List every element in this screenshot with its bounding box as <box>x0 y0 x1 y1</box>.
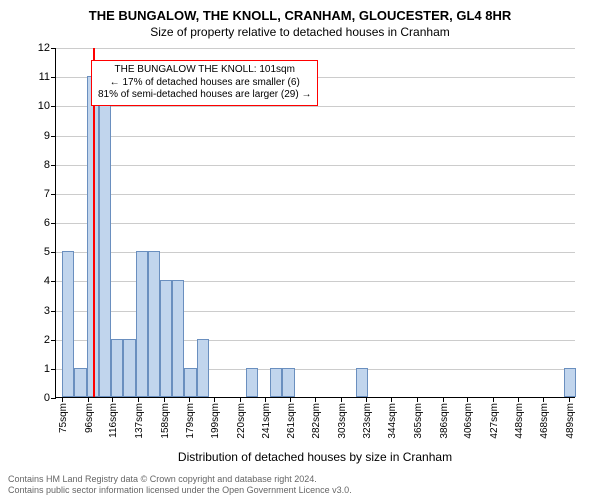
histogram-bar <box>99 105 111 397</box>
gridline-h <box>56 281 575 282</box>
chart-title: THE BUNGALOW, THE KNOLL, CRANHAM, GLOUCE… <box>0 0 600 23</box>
y-tick-label: 9 <box>26 130 56 142</box>
x-tick-label: 241sqm <box>261 397 272 439</box>
gridline-h <box>56 252 575 253</box>
y-tick-label: 8 <box>26 159 56 171</box>
x-tick-label: 261sqm <box>286 397 297 439</box>
histogram-bar <box>184 368 196 397</box>
y-tick-label: 4 <box>26 275 56 287</box>
x-tick-label: 427sqm <box>489 397 500 439</box>
x-tick-label: 406sqm <box>463 397 474 439</box>
x-axis-label: Distribution of detached houses by size … <box>55 450 575 464</box>
histogram-bar <box>172 280 184 397</box>
footer-line1: Contains HM Land Registry data © Crown c… <box>8 474 352 485</box>
y-tick-label: 10 <box>26 100 56 112</box>
gridline-h <box>56 165 575 166</box>
histogram-bar <box>148 251 160 397</box>
x-tick-label: 386sqm <box>439 397 450 439</box>
annotation-line: 81% of semi-detached houses are larger (… <box>98 89 311 102</box>
histogram-bar <box>62 251 74 397</box>
x-tick-label: 489sqm <box>565 397 576 439</box>
annotation-line: ← 17% of detached houses are smaller (6) <box>98 77 311 90</box>
y-tick-label: 0 <box>26 392 56 404</box>
gridline-h <box>56 311 575 312</box>
gridline-h <box>56 194 575 195</box>
histogram-bar <box>74 368 86 397</box>
gridline-h <box>56 136 575 137</box>
footer-line2: Contains public sector information licen… <box>8 485 352 496</box>
y-tick-label: 3 <box>26 305 56 317</box>
histogram-bar <box>270 368 282 397</box>
x-tick-label: 468sqm <box>539 397 550 439</box>
y-tick-label: 2 <box>26 334 56 346</box>
annotation-line: THE BUNGALOW THE KNOLL: 101sqm <box>98 64 311 77</box>
x-tick-label: 179sqm <box>185 397 196 439</box>
histogram-bar <box>356 368 368 397</box>
histogram-bar <box>111 339 123 397</box>
x-tick-label: 96sqm <box>84 397 95 433</box>
y-tick-label: 5 <box>26 246 56 258</box>
histogram-bar <box>246 368 258 397</box>
x-tick-label: 158sqm <box>160 397 171 439</box>
x-tick-label: 75sqm <box>58 397 69 433</box>
histogram-bar <box>197 339 209 397</box>
gridline-h <box>56 106 575 107</box>
plot-area: 012345678910111275sqm96sqm116sqm137sqm15… <box>55 48 575 398</box>
x-tick-label: 365sqm <box>413 397 424 439</box>
y-tick-label: 12 <box>26 42 56 54</box>
x-tick-label: 220sqm <box>236 397 247 439</box>
x-tick-label: 448sqm <box>514 397 525 439</box>
histogram-bar <box>564 368 576 397</box>
gridline-h <box>56 223 575 224</box>
x-tick-label: 303sqm <box>337 397 348 439</box>
x-tick-label: 323sqm <box>362 397 373 439</box>
x-tick-label: 199sqm <box>210 397 221 439</box>
histogram-bar <box>160 280 172 397</box>
histogram-bar <box>136 251 148 397</box>
y-tick-label: 7 <box>26 188 56 200</box>
histogram-bar <box>123 339 135 397</box>
y-tick-label: 11 <box>26 71 56 83</box>
footer-attribution: Contains HM Land Registry data © Crown c… <box>8 474 352 496</box>
histogram-bar <box>282 368 294 397</box>
annotation-box: THE BUNGALOW THE KNOLL: 101sqm← 17% of d… <box>91 60 318 106</box>
chart-container: THE BUNGALOW, THE KNOLL, CRANHAM, GLOUCE… <box>0 0 600 500</box>
y-tick-label: 1 <box>26 363 56 375</box>
gridline-h <box>56 48 575 49</box>
x-tick-label: 282sqm <box>311 397 322 439</box>
x-tick-label: 137sqm <box>134 397 145 439</box>
x-tick-label: 116sqm <box>108 397 119 438</box>
x-tick-label: 344sqm <box>387 397 398 439</box>
y-tick-label: 6 <box>26 217 56 229</box>
chart-subtitle: Size of property relative to detached ho… <box>0 23 600 39</box>
